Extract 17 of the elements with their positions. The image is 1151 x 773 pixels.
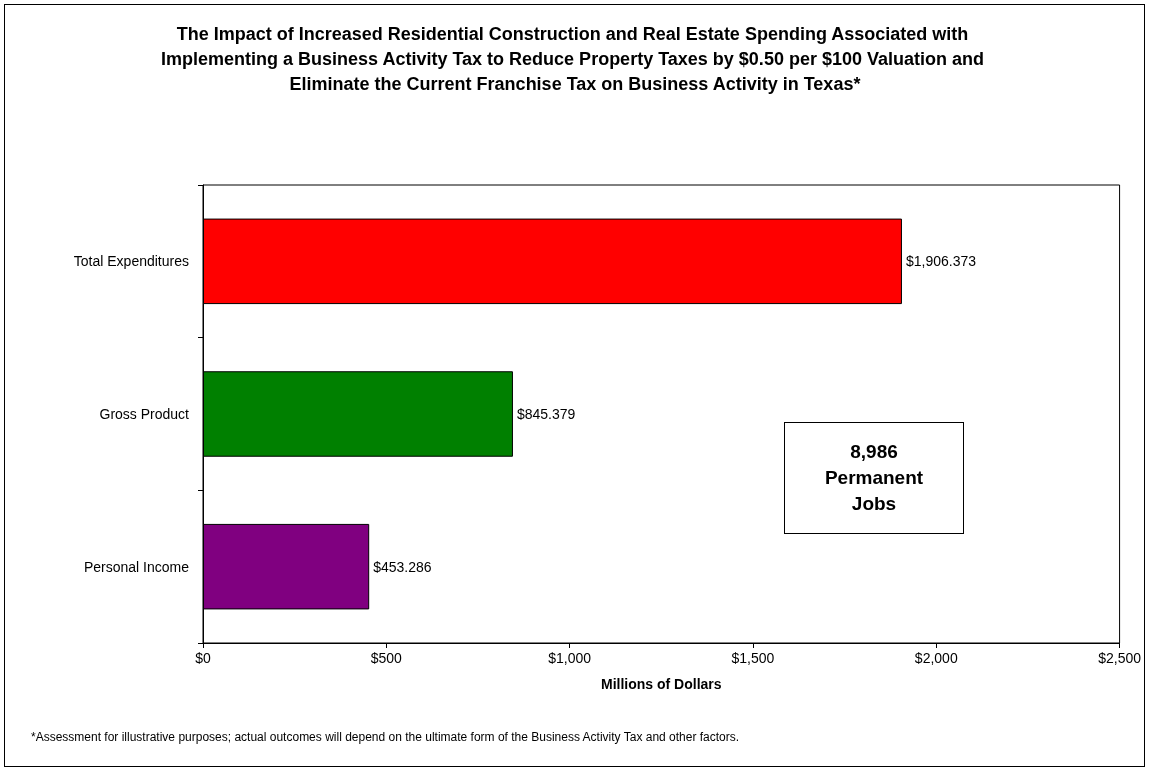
x-tick-label: $1,500 bbox=[731, 650, 775, 666]
x-tick-label: $2,500 bbox=[1098, 650, 1142, 666]
chart-title: The Impact of Increased Residential Construction and Real Estate Spending Associated with Implementing a Business Activity Tax to Reduce Property Taxes by $0.50 per $100 Valuation and Eliminate the Current Franchise Tax on Business Activity in Texas* bbox=[161, 23, 989, 94]
annotation: 8,986 Permanent Jobs bbox=[823, 440, 925, 516]
x-axis-title: Millions of Dollars bbox=[601, 676, 722, 692]
y-tick-label: Gross Product bbox=[99, 406, 190, 422]
data-label: $1,906.373 bbox=[905, 253, 977, 270]
data-label: $845.379 bbox=[516, 406, 576, 422]
y-tick-label: Total Expenditures bbox=[73, 253, 189, 270]
x-tick-label: $500 bbox=[370, 650, 403, 666]
y-tick-label: Personal Income bbox=[83, 558, 190, 575]
x-tick-label: $0 bbox=[195, 650, 211, 666]
text: *Assessment for illustrative purposes; actual outcomes will depend on the ultimate form of the Business Activity Tax and other factors. bbox=[31, 730, 740, 744]
x-tick-label: $2,000 bbox=[914, 650, 958, 666]
callout-box: 8,986 Permanent Jobs bbox=[784, 422, 964, 534]
data-label: $453.286 bbox=[373, 558, 432, 575]
x-tick-label: $1,000 bbox=[548, 650, 592, 666]
